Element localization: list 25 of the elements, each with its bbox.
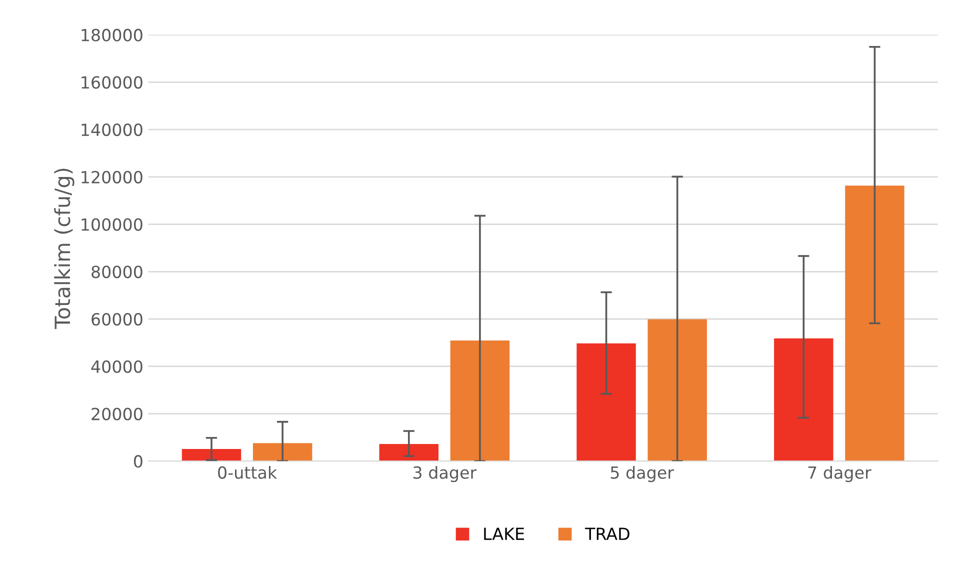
y-tick-label: 160000 — [82, 76, 142, 89]
y-axis-title: Totalkim (cfu/g) — [54, 168, 74, 329]
bar — [252, 443, 312, 462]
bar — [379, 444, 438, 462]
bar — [576, 343, 636, 462]
y-tick-label: 40000 — [91, 360, 142, 373]
y-tick-label: 60000 — [92, 312, 142, 326]
legend-label: LAKE — [484, 528, 524, 540]
y-tick-label: 80000 — [92, 266, 142, 278]
x-tick-label: 0-uttak — [218, 466, 278, 479]
x-tick-label: 7 dager — [808, 466, 872, 482]
bar — [774, 338, 834, 462]
bar — [182, 449, 242, 462]
legend-label: TRAD — [584, 528, 630, 540]
y-tick-label: 0 — [134, 455, 142, 468]
bar — [450, 340, 510, 462]
y-tick-label: 20000 — [92, 408, 142, 420]
bar — [845, 186, 904, 462]
x-tick-label: 3 dager — [413, 466, 477, 482]
y-tick-label: 100000 — [82, 218, 142, 231]
x-tick-label: 5 dager — [610, 466, 674, 482]
y-tick-label: 180000 — [82, 28, 142, 42]
y-tick-label: 140000 — [82, 123, 142, 136]
bar — [648, 319, 707, 462]
y-tick-label: 120000 — [82, 170, 142, 184]
